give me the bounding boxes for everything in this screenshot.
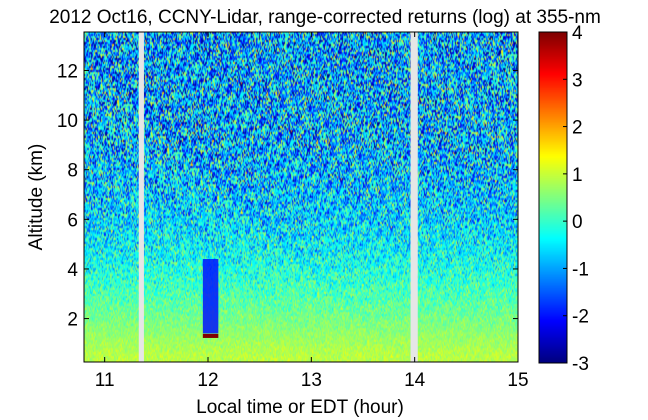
cloud-features [202, 259, 219, 338]
data-gap-band [410, 32, 418, 362]
y-tick-label: 8 [67, 161, 78, 182]
y-tick-label: 10 [57, 111, 78, 132]
colorbar-tick-label: -1 [572, 259, 589, 280]
colorbar-tick-label: 0 [572, 212, 583, 233]
x-axis: 11 12 13 14 15 [95, 32, 529, 391]
colorbar-frame [538, 31, 568, 364]
colorbar-tick-label: 4 [572, 23, 583, 44]
colorbar-tick-label: -2 [572, 307, 589, 328]
colorbar-gradient [539, 32, 567, 363]
x-tick-label: 14 [404, 370, 426, 391]
colorbar-tick-label: 3 [572, 70, 583, 91]
plot-frame [83, 31, 519, 363]
y-tick-label: 2 [67, 310, 78, 331]
heatmap-image [84, 32, 518, 362]
data-gaps [138, 32, 418, 362]
colorbar-tick-label: 2 [572, 118, 583, 139]
colorbar-tick-label: 1 [572, 165, 583, 186]
data-gap-band [138, 32, 144, 362]
cloud-layer-mark [202, 333, 219, 338]
colorbar-tick-label: -3 [572, 354, 589, 375]
x-axis-label: Local time or EDT (hour) [196, 397, 404, 418]
low-signal-column [202, 259, 219, 334]
y-axis: 2 4 6 8 10 12 [57, 61, 518, 331]
heatmap-area [83, 31, 519, 363]
y-tick-label: 6 [67, 210, 78, 231]
y-tick-label: 4 [67, 260, 78, 281]
chart-title: 2012 Oct16, CCNY-Lidar, range-corrected … [49, 7, 601, 28]
y-tick-label: 12 [57, 61, 78, 82]
y-axis-label: Altitude (km) [26, 144, 47, 251]
x-tick-label: 15 [507, 370, 528, 391]
colorbar-ticks: -3 -2 -1 0 1 2 3 4 [563, 23, 589, 375]
x-tick-label: 13 [301, 370, 322, 391]
colorbar: -3 -2 -1 0 1 2 3 4 [538, 23, 589, 375]
x-tick-label: 12 [197, 370, 218, 391]
x-tick-label: 11 [95, 370, 115, 391]
